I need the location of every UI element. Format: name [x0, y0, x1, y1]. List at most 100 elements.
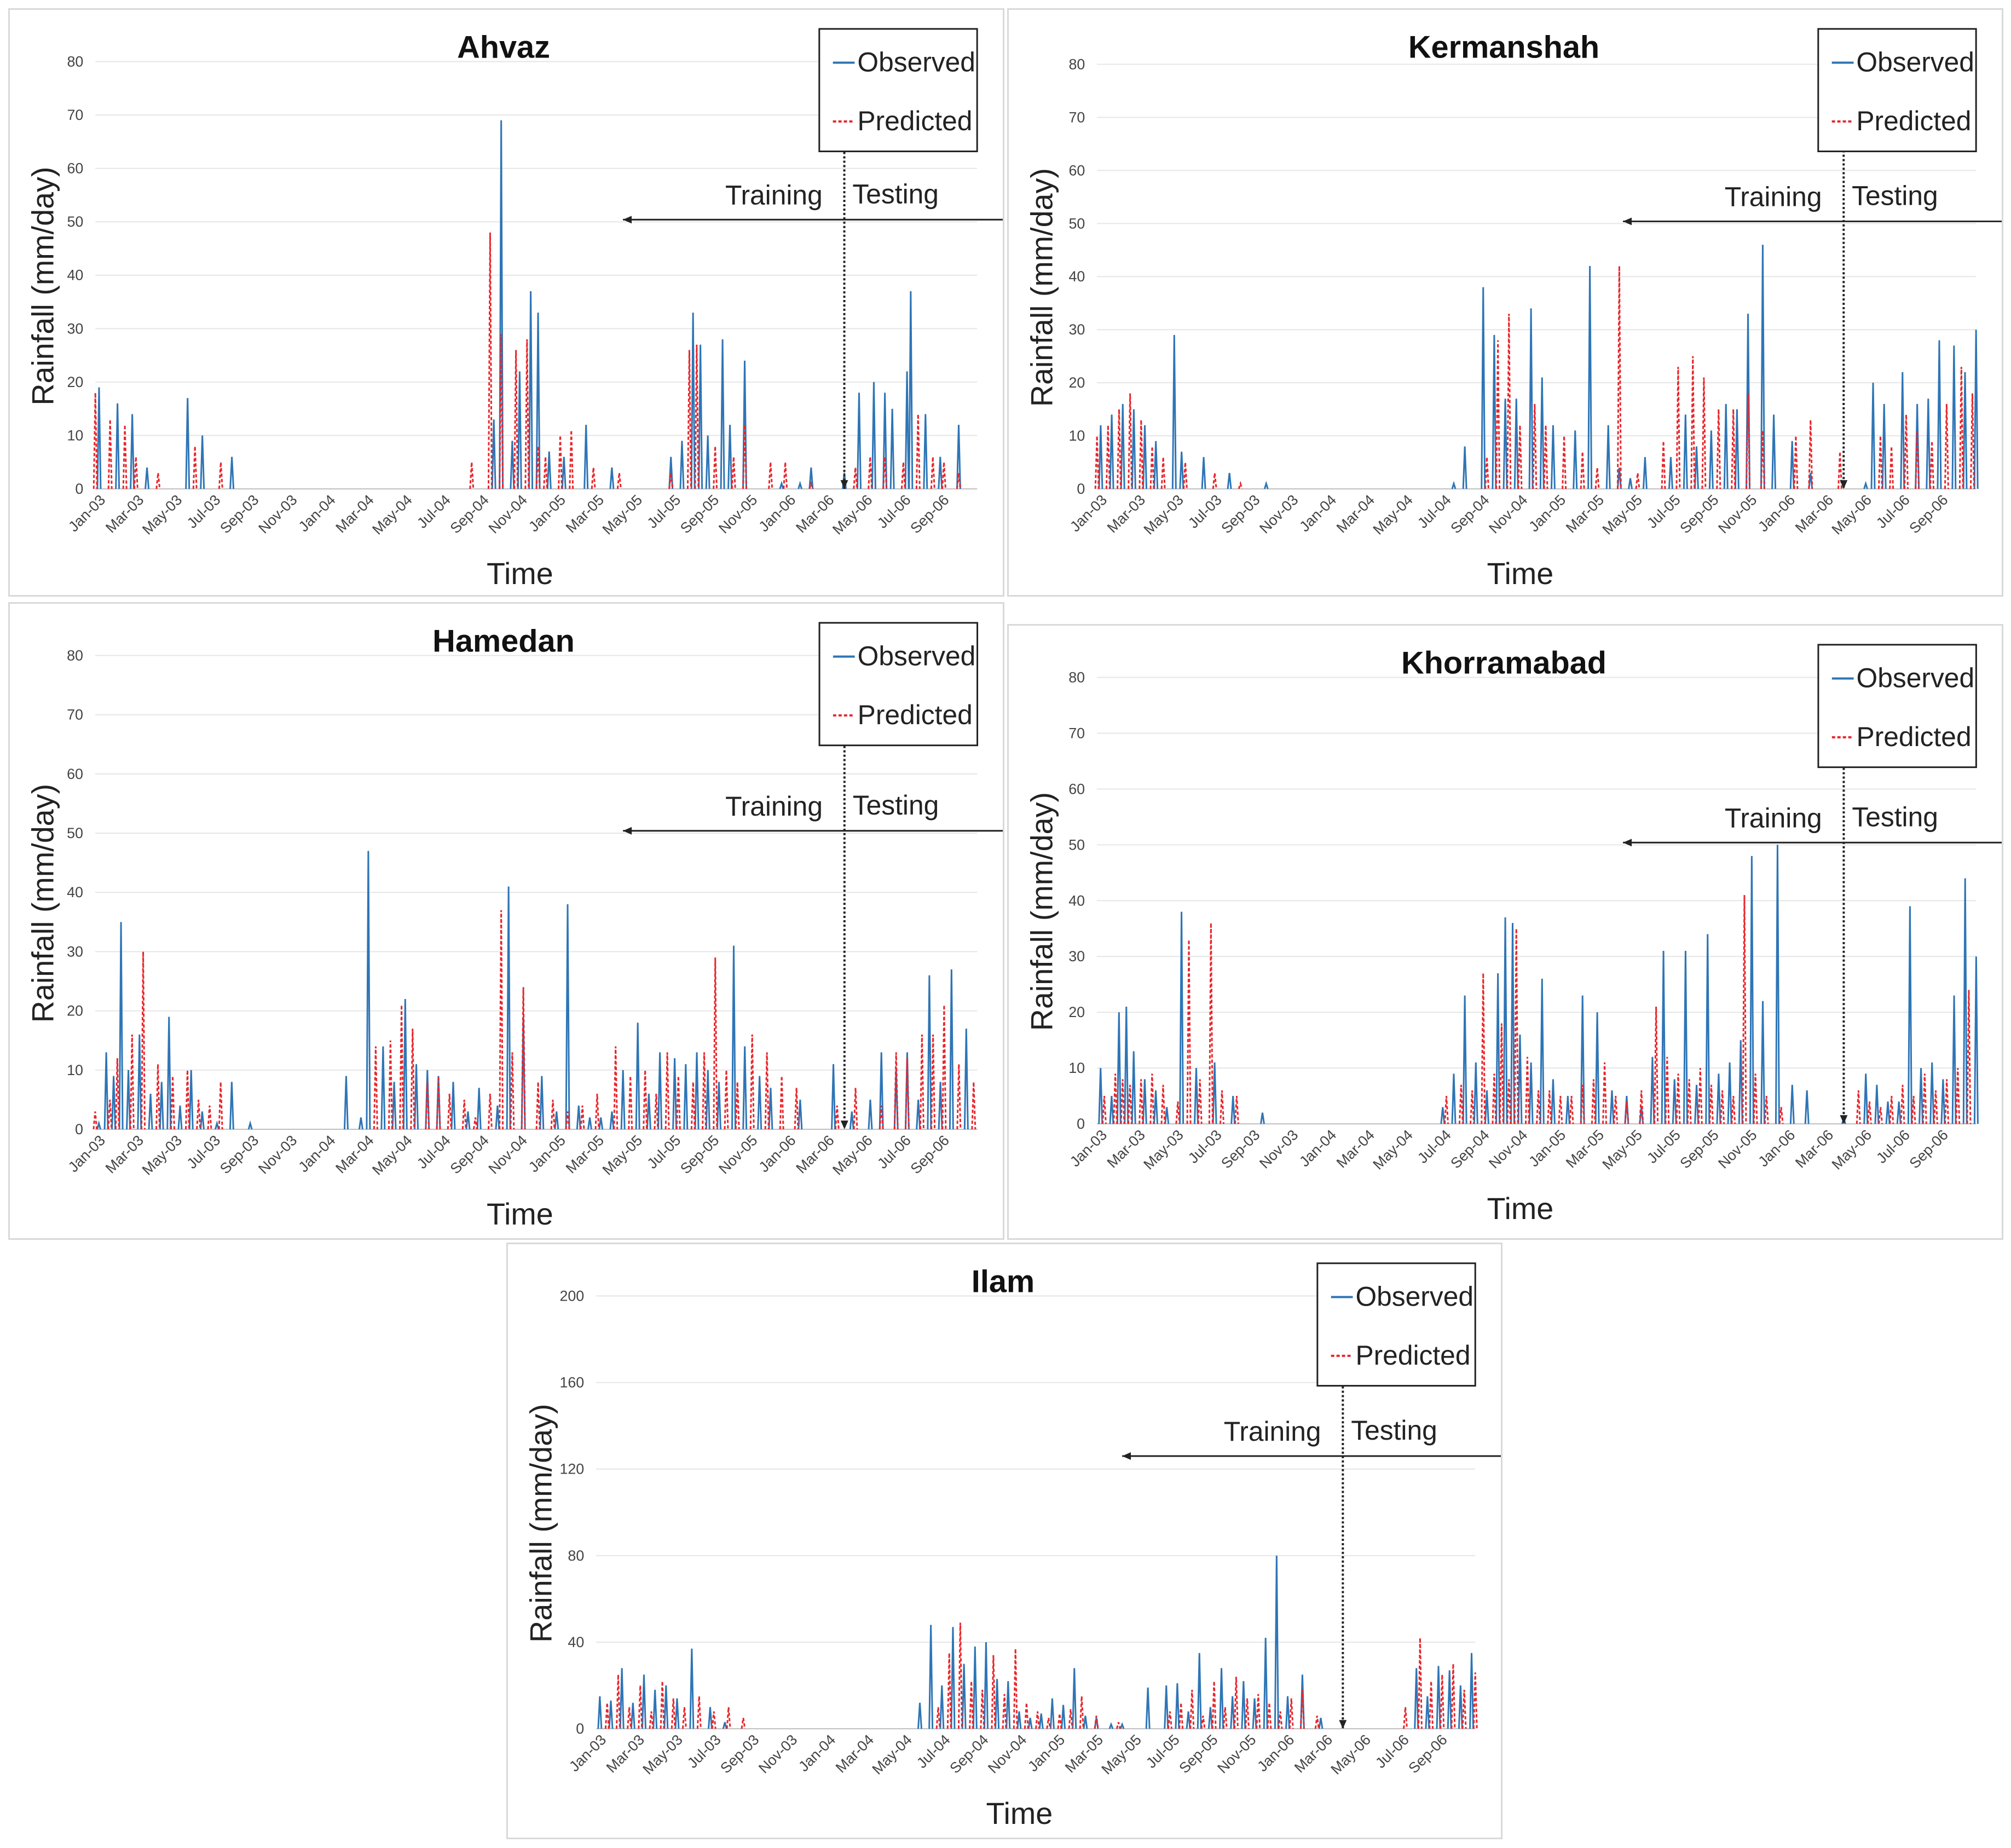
- hamedan-predicted-point: [373, 1046, 378, 1130]
- ilam-predicted-point: [991, 1655, 996, 1729]
- ahvaz-observed-point: [668, 457, 674, 489]
- ahvaz-training-label: Training: [725, 180, 823, 210]
- khorramabad-predicted-point: [1686, 1079, 1692, 1124]
- ahvaz-xtick-label: May-03: [139, 492, 185, 538]
- kermanshah-xtick-label: Mar-06: [1792, 492, 1836, 536]
- ilam-y-axis-label: Rainfall (mm/day): [524, 1404, 558, 1643]
- ahvaz-observed-point: [546, 451, 552, 489]
- hamedan-predicted-point: [879, 1105, 884, 1130]
- ahvaz-predicted-point: [122, 424, 128, 489]
- hamedan-predicted-point: [779, 1076, 784, 1130]
- kermanshah-predicted-point: [1958, 367, 1964, 489]
- khorramabad-predicted-point: [1492, 1073, 1497, 1124]
- ilam-observed-point: [1145, 1687, 1151, 1729]
- khorramabad-predicted-point: [1591, 1079, 1596, 1124]
- hamedan-observed-point: [565, 904, 570, 1130]
- ahvaz-observed-point: [583, 424, 589, 489]
- hamedan-observed-point: [757, 1076, 762, 1130]
- ilam-observed-point: [652, 1689, 658, 1729]
- ahvaz-predicted-point: [853, 467, 858, 489]
- khorramabad-predicted-point: [1933, 1090, 1938, 1124]
- khorramabad-predicted-point: [1470, 1090, 1475, 1124]
- hamedan-observed-point: [879, 1052, 884, 1130]
- hamedan-legend-predicted-label: Predicted: [858, 700, 973, 730]
- kermanshah-split-arrowhead-bottom: [1840, 480, 1848, 489]
- khorramabad-ytick-label: 60: [1068, 781, 1085, 797]
- hamedan-legend-observed-label: Observed: [858, 640, 976, 671]
- khorramabad-ytick-label: 50: [1068, 836, 1085, 853]
- ilam-xtick-label: Mar-03: [603, 1731, 648, 1776]
- ahvaz-predicted-point: [768, 462, 773, 489]
- kermanshah-chart-panel: 0 10 20 30 40 50 60 70 80 Jan-03 Mar-03 May-03 Jul-0…: [1007, 8, 2003, 597]
- ahvaz-predicted-point: [535, 446, 541, 489]
- kermanshah-predicted-point: [1160, 457, 1166, 489]
- kermanshah-predicted-point: [1182, 462, 1188, 489]
- khorramabad-chart-title: Khorramabad: [1401, 646, 1607, 681]
- ilam-predicted-point: [726, 1707, 731, 1729]
- ilam-ytick-label: 0: [576, 1720, 584, 1737]
- khorramabad-observed-point: [1473, 1062, 1478, 1124]
- kermanshah-observed-point: [1926, 399, 1931, 489]
- kermanshah-legend-observed-label: Observed: [1856, 47, 1974, 77]
- hamedan-predicted-point: [690, 1082, 696, 1130]
- kermanshah-observed-point: [1109, 414, 1114, 489]
- ilam-predicted-point: [711, 1711, 716, 1729]
- hamedan-chart-panel: 0 10 20 30 40 50 60 70 80 Jan-03 Mar-03 May-03 Jul-0…: [8, 602, 1004, 1240]
- ahvaz-observed-point: [705, 435, 710, 489]
- kermanshah-xtick-label: Sep-03: [1218, 492, 1263, 536]
- ilam-predicted-point: [1245, 1698, 1250, 1729]
- khorramabad-observed-point: [1929, 1062, 1935, 1124]
- kermanshah-xtick-label: Mar-04: [1333, 492, 1378, 536]
- kermanshah-predicted-point: [1517, 425, 1523, 489]
- hamedan-predicted-point: [114, 1058, 120, 1130]
- ilam-predicted-point: [980, 1689, 985, 1729]
- kermanshah-predicted-point: [1532, 403, 1538, 489]
- kermanshah-predicted-point: [1837, 452, 1843, 489]
- khorramabad-predicted-point: [1569, 1096, 1574, 1124]
- khorramabad-predicted-point: [1547, 1090, 1552, 1124]
- hamedan-predicted-point: [461, 1099, 467, 1130]
- ahvaz-xtick-label: Nov-04: [486, 492, 530, 536]
- kermanshah-predicted-point: [1543, 425, 1548, 489]
- hamedan-observed-point: [938, 1082, 943, 1130]
- ilam-legend-box: [1316, 1262, 1476, 1387]
- kermanshah-observed-point: [1513, 399, 1519, 489]
- ahvaz-predicted-point: [930, 457, 935, 489]
- hamedan-observed-point: [705, 1070, 710, 1130]
- hamedan-predicted-point: [425, 1082, 430, 1130]
- hamedan-predicted-point: [472, 1117, 478, 1130]
- kermanshah-xtick-label: Mar-05: [1563, 492, 1607, 536]
- hamedan-predicted-point: [107, 1099, 113, 1130]
- hamedan-predicted-point: [218, 1082, 223, 1130]
- ahvaz-observed-point: [798, 481, 803, 489]
- ahvaz-x-axis-label: Time: [487, 557, 553, 591]
- ilam-predicted-point: [741, 1718, 746, 1729]
- ahvaz-series-observed: [96, 120, 961, 489]
- hamedan-predicted-point: [410, 1029, 415, 1130]
- hamedan-observed-point: [831, 1064, 836, 1130]
- hamedan-predicted-point: [664, 1052, 670, 1130]
- ilam-xtick-label: May-03: [639, 1731, 686, 1778]
- hamedan-observed-point: [103, 1052, 109, 1130]
- khorramabad-predicted-point: [1778, 1107, 1784, 1124]
- ilam-predicted-point: [615, 1674, 621, 1729]
- ilam-predicted-point: [957, 1622, 963, 1729]
- kermanshah-observed-point: [1201, 457, 1206, 489]
- kermanshah-observed-point: [1227, 472, 1232, 489]
- ilam-predicted-point: [696, 1696, 702, 1729]
- kermanshah-xtick-label: Sep-04: [1447, 492, 1492, 536]
- hamedan-predicted-point: [702, 1052, 707, 1130]
- hamedan-predicted-point: [919, 1034, 924, 1130]
- hamedan-predicted-point: [207, 1105, 212, 1130]
- kermanshah-ytick-label: 60: [1068, 162, 1085, 178]
- kermanshah-observed-point: [1734, 409, 1740, 489]
- khorramabad-chart: 01020304050607080Jan-03Mar-03May-03Jul-0…: [1025, 644, 2002, 1226]
- kermanshah-predicted-point: [1105, 425, 1111, 489]
- ahvaz-xtick-label: Mar-06: [793, 492, 837, 536]
- khorramabad-observed-point: [1907, 906, 1912, 1124]
- hamedan-observed-point: [495, 1105, 500, 1130]
- khorramabad-observed-point: [1580, 995, 1585, 1124]
- kermanshah-xtick-label: Nov-04: [1486, 492, 1530, 536]
- hamedan-observed-point: [620, 1070, 626, 1130]
- kermanshah-xtick-label: May-05: [1599, 492, 1645, 538]
